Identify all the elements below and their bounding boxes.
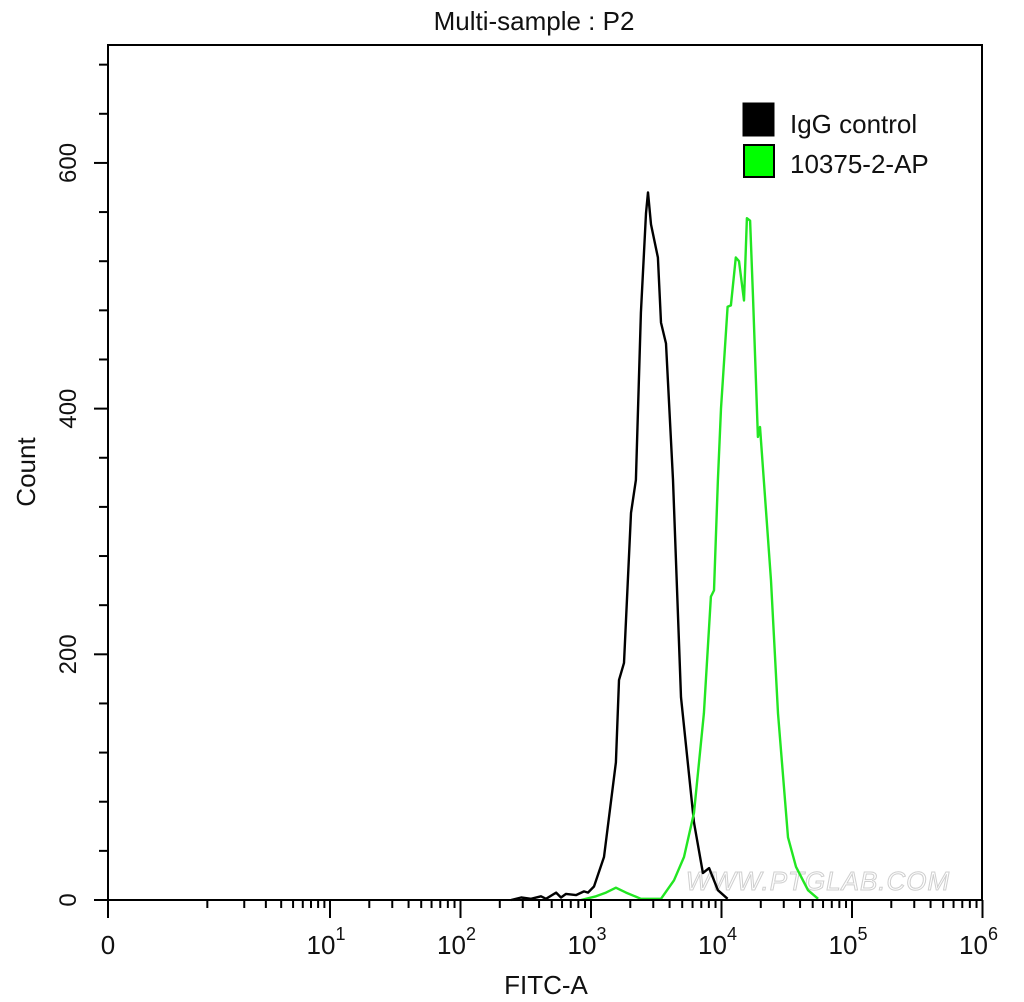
- x-tick-base: 10: [829, 930, 858, 960]
- x-tick-base: 10: [698, 930, 727, 960]
- x-tick-exponent: 6: [988, 924, 998, 944]
- series-line-igg-control: [510, 191, 729, 902]
- y-tick-label: 0: [55, 893, 82, 906]
- x-tick-label: 102: [437, 924, 476, 960]
- x-tick-exponent: 4: [727, 924, 737, 944]
- x-tick-label: 104: [698, 924, 737, 960]
- x-tick-base: 10: [307, 930, 336, 960]
- legend: IgG control 10375-2-AP: [742, 102, 929, 179]
- watermark: WWW.PTGLAB.COM: [686, 866, 950, 896]
- y-axis-label: Count: [11, 437, 41, 507]
- legend-swatch-antibody: [743, 144, 775, 178]
- legend-label-antibody: 10375-2-AP: [790, 149, 929, 179]
- y-tick-label: 600: [55, 143, 82, 183]
- x-axis-label: FITC-A: [504, 970, 588, 1000]
- y-tick-label: 400: [55, 389, 82, 429]
- x-tick-base: 10: [568, 930, 597, 960]
- x-tick-label: 103: [568, 924, 607, 960]
- x-tick-exponent: 2: [466, 924, 476, 944]
- series-line-antibody: [580, 217, 819, 902]
- x-tick-exponent: 3: [596, 924, 606, 944]
- x-tick-label: 0: [101, 930, 115, 960]
- x-tick-label: 101: [307, 924, 346, 960]
- x-tick-label: 106: [959, 924, 998, 960]
- x-tick-base: 10: [959, 930, 988, 960]
- x-tick-base: 10: [437, 930, 466, 960]
- chart-title: Multi-sample : P2: [434, 6, 635, 36]
- legend-swatch-igg: [742, 102, 775, 137]
- x-tick-base: 0: [101, 930, 115, 960]
- y-tick-label: 200: [55, 634, 82, 674]
- legend-label-igg: IgG control: [790, 109, 917, 139]
- plot-frame: [107, 44, 983, 901]
- x-tick-exponent: 1: [335, 924, 345, 944]
- x-tick-label: 105: [829, 924, 868, 960]
- x-tick-exponent: 5: [857, 924, 867, 944]
